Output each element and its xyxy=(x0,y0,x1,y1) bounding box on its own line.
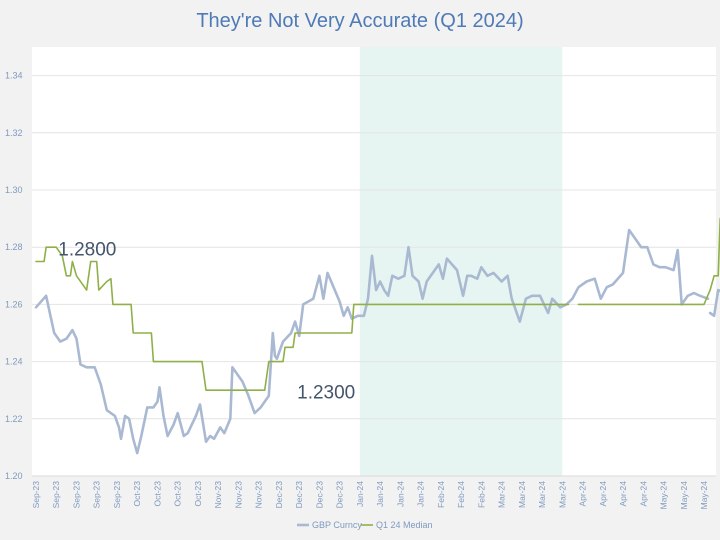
x-tick-label: Jan-24 xyxy=(416,481,426,507)
x-tick-label: Apr-24 xyxy=(598,481,608,507)
x-tick-label: Jan-24 xyxy=(355,481,365,507)
median-series-line xyxy=(35,246,570,391)
x-tick-label: May-24 xyxy=(699,481,709,510)
x-tick-label: Apr-24 xyxy=(578,481,588,507)
x-tick-label: Oct-23 xyxy=(173,481,183,507)
x-tick-label: Dec-23 xyxy=(294,481,304,509)
y-tick-label: 1.26 xyxy=(5,299,23,309)
x-tick-label: Feb-24 xyxy=(476,481,486,508)
median-series-line xyxy=(577,217,720,306)
x-tick-label: Jan-24 xyxy=(375,481,385,507)
x-tick-label: Nov-23 xyxy=(233,481,243,509)
x-tick-label: May-24 xyxy=(679,481,689,510)
chart-title: They're Not Very Accurate (Q1 2024) xyxy=(196,10,523,32)
annotation-label: 1.2800 xyxy=(58,240,116,261)
x-tick-label: Oct-23 xyxy=(152,481,162,507)
x-tick-label: Apr-24 xyxy=(618,481,628,507)
y-tick-label: 1.30 xyxy=(5,185,23,195)
x-tick-label: Mar-24 xyxy=(557,481,567,508)
x-tick-label: Feb-24 xyxy=(436,481,446,508)
x-tick-label: Jan-24 xyxy=(395,481,405,507)
legend-label: Q1 24 Median xyxy=(376,520,433,530)
x-tick-label: Apr-24 xyxy=(638,481,648,507)
annotation-label: 1.2300 xyxy=(297,383,355,404)
x-tick-label: Dec-23 xyxy=(274,481,284,509)
x-tick-label: Dec-23 xyxy=(314,481,324,509)
gbp-series-line xyxy=(34,228,710,455)
x-tick-label: Mar-24 xyxy=(497,481,507,508)
y-tick-label: 1.28 xyxy=(5,242,23,252)
y-tick-label: 1.34 xyxy=(5,71,23,81)
x-tick-label: Sep-23 xyxy=(71,481,81,509)
x-tick-label: May-24 xyxy=(659,481,669,510)
x-tick-label: Mar-24 xyxy=(537,481,547,508)
y-tick-label: 1.24 xyxy=(5,357,23,367)
x-tick-label: Feb-24 xyxy=(456,481,466,508)
x-tick-label: Nov-23 xyxy=(254,481,264,509)
legend-label: GBP Curncy xyxy=(312,520,362,530)
x-tick-label: Oct-23 xyxy=(193,481,203,507)
x-tick-label: Dec-23 xyxy=(335,481,345,509)
shaded-region xyxy=(359,47,563,476)
x-tick-label: Mar-24 xyxy=(517,481,527,508)
x-tick-label: Nov-23 xyxy=(213,481,223,509)
x-tick-label: Sep-23 xyxy=(31,481,41,509)
x-tick-label: Sep-23 xyxy=(112,481,122,509)
x-tick-label: Sep-23 xyxy=(51,481,61,509)
x-tick-label: Oct-23 xyxy=(132,481,142,507)
x-tick-label: Sep-23 xyxy=(92,481,102,509)
y-tick-label: 1.20 xyxy=(5,471,23,481)
y-tick-label: 1.22 xyxy=(5,414,23,424)
y-tick-label: 1.32 xyxy=(5,128,23,138)
